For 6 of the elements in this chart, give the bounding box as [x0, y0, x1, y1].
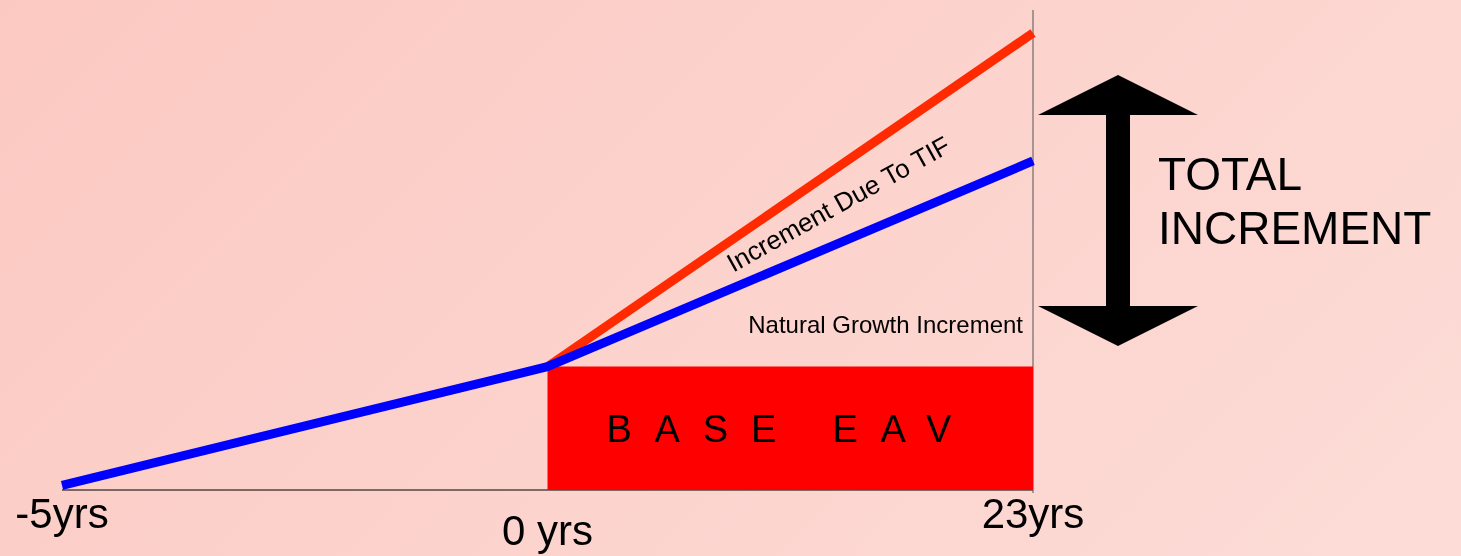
x-tick-label: -5yrs: [15, 490, 109, 537]
text: TOTAL INCREMENT: [1158, 148, 1432, 254]
x-tick-label: 0 yrs: [501, 507, 594, 554]
annotation: Natural Growth Increment: [748, 310, 1024, 338]
series-label: BASE EAV: [606, 408, 975, 451]
x-tick-label: 23yrs: [981, 490, 1085, 537]
